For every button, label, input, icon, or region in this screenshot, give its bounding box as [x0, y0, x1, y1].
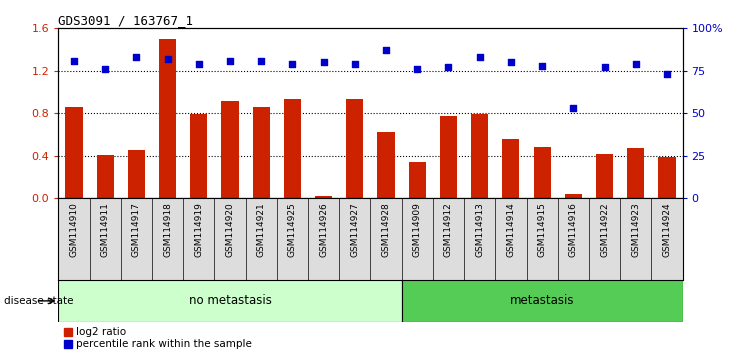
Point — [131, 55, 142, 60]
Text: GSM114914: GSM114914 — [507, 202, 515, 257]
Point — [537, 63, 548, 69]
Text: GSM114917: GSM114917 — [132, 202, 141, 257]
Text: GSM114912: GSM114912 — [444, 202, 453, 257]
Text: GSM114915: GSM114915 — [537, 202, 547, 257]
Text: GSM114919: GSM114919 — [194, 202, 204, 257]
Text: GSM114925: GSM114925 — [288, 202, 297, 257]
Bar — [128, 150, 145, 198]
Bar — [534, 147, 550, 198]
Text: GSM114920: GSM114920 — [226, 202, 234, 257]
Point — [442, 64, 454, 70]
Bar — [596, 154, 613, 198]
Legend: log2 ratio, percentile rank within the sample: log2 ratio, percentile rank within the s… — [64, 327, 252, 349]
Point — [318, 59, 329, 65]
Bar — [440, 116, 457, 198]
Bar — [191, 114, 207, 198]
Text: GSM114924: GSM114924 — [662, 202, 672, 257]
Bar — [377, 132, 395, 198]
Point — [287, 61, 299, 67]
Text: GDS3091 / 163767_1: GDS3091 / 163767_1 — [58, 14, 193, 27]
Point — [99, 66, 111, 72]
Point — [380, 47, 392, 53]
Point — [255, 58, 267, 63]
Point — [412, 66, 423, 72]
Text: GSM114916: GSM114916 — [569, 202, 578, 257]
Point — [567, 105, 579, 111]
Text: GSM114922: GSM114922 — [600, 202, 609, 257]
Bar — [402, 280, 683, 322]
Point — [349, 61, 361, 67]
Text: GSM114918: GSM114918 — [163, 202, 172, 257]
Bar — [96, 155, 114, 198]
Text: GSM114926: GSM114926 — [319, 202, 328, 257]
Text: GSM114923: GSM114923 — [631, 202, 640, 257]
Bar — [346, 99, 364, 198]
Point — [162, 56, 174, 62]
Bar — [627, 148, 645, 198]
Point — [505, 59, 517, 65]
Bar — [409, 162, 426, 198]
Text: GSM114909: GSM114909 — [412, 202, 422, 257]
Text: GSM114928: GSM114928 — [382, 202, 391, 257]
Point — [474, 55, 485, 60]
Bar — [221, 101, 239, 198]
Bar — [253, 107, 270, 198]
Bar — [58, 280, 402, 322]
Point — [599, 64, 610, 70]
Text: GSM114921: GSM114921 — [257, 202, 266, 257]
Text: GSM114911: GSM114911 — [101, 202, 110, 257]
Bar — [315, 196, 332, 198]
Text: GSM114927: GSM114927 — [350, 202, 359, 257]
Bar — [471, 114, 488, 198]
Text: GSM114913: GSM114913 — [475, 202, 484, 257]
Bar — [159, 39, 176, 198]
Bar — [565, 194, 582, 198]
Bar — [66, 107, 82, 198]
Bar — [658, 157, 675, 198]
Point — [661, 72, 673, 77]
Bar — [284, 99, 301, 198]
Point — [68, 58, 80, 63]
Bar — [502, 139, 520, 198]
Text: GSM114910: GSM114910 — [69, 202, 79, 257]
Point — [193, 61, 204, 67]
Text: no metastasis: no metastasis — [188, 295, 272, 307]
Point — [630, 61, 642, 67]
Text: disease state: disease state — [4, 296, 73, 306]
Point — [224, 58, 236, 63]
Text: metastasis: metastasis — [510, 295, 575, 307]
